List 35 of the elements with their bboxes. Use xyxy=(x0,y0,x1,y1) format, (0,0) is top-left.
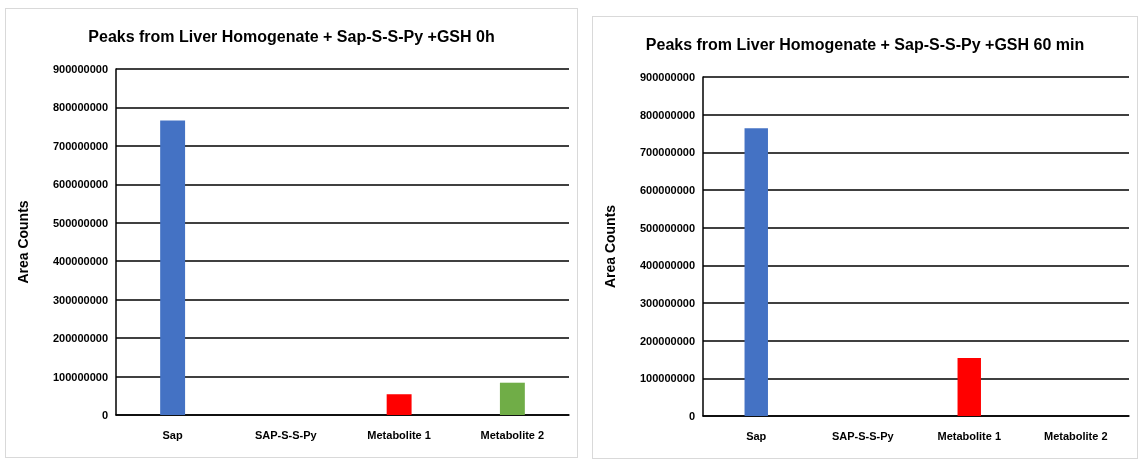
y-tick-label: 200000000 xyxy=(52,332,108,345)
x-tick-label: SAP-S-S-Py xyxy=(831,429,895,442)
y-axis-title: Area Counts xyxy=(15,200,31,284)
chart-title: Peaks from Liver Homogenate + Sap-S-S-Py +GSH 60 min xyxy=(645,35,1085,53)
y-tick-label: 500000000 xyxy=(639,221,695,234)
y-tick-label: 400000000 xyxy=(639,259,695,272)
x-tick-label: Metabolite 1 xyxy=(937,429,1002,442)
y-tick-label: 300000000 xyxy=(52,293,108,306)
y-tick-label: 600000000 xyxy=(639,184,695,196)
y-axis-title: Area Counts xyxy=(602,204,618,289)
y-tick-label: 800000000 xyxy=(639,108,695,121)
bar xyxy=(499,382,525,415)
y-tick-label: 400000000 xyxy=(52,255,108,268)
y-tick-label: 300000000 xyxy=(639,297,695,309)
y-tick-label: 700000000 xyxy=(639,146,695,159)
x-tick-label: Sap xyxy=(162,428,183,441)
x-tick-label: Metabolite 1 xyxy=(367,428,431,441)
y-tick-label: 900000000 xyxy=(639,71,695,83)
y-tick-label: 200000000 xyxy=(639,334,695,347)
y-tick-label: 600000000 xyxy=(52,178,108,191)
y-tick-label: 500000000 xyxy=(52,216,108,229)
y-tick-label: 0 xyxy=(101,409,108,421)
y-tick-label: 100000000 xyxy=(52,370,108,383)
bar xyxy=(386,394,412,415)
y-tick-label: 900000000 xyxy=(52,63,108,75)
y-tick-label: 800000000 xyxy=(52,101,108,114)
y-tick-label: 700000000 xyxy=(52,139,108,152)
x-tick-label: SAP-S-S-Py xyxy=(255,428,318,441)
x-tick-label: Metabolite 2 xyxy=(480,428,545,441)
y-tick-label: 0 xyxy=(688,410,695,422)
chart-title: Peaks from Liver Homogenate + Sap-S-S-Py +GSH 0h xyxy=(88,27,495,45)
x-tick-label: Sap xyxy=(746,429,767,442)
bar xyxy=(160,120,186,415)
x-tick-label: Metabolite 2 xyxy=(1043,429,1108,442)
y-tick-label: 100000000 xyxy=(639,372,695,385)
